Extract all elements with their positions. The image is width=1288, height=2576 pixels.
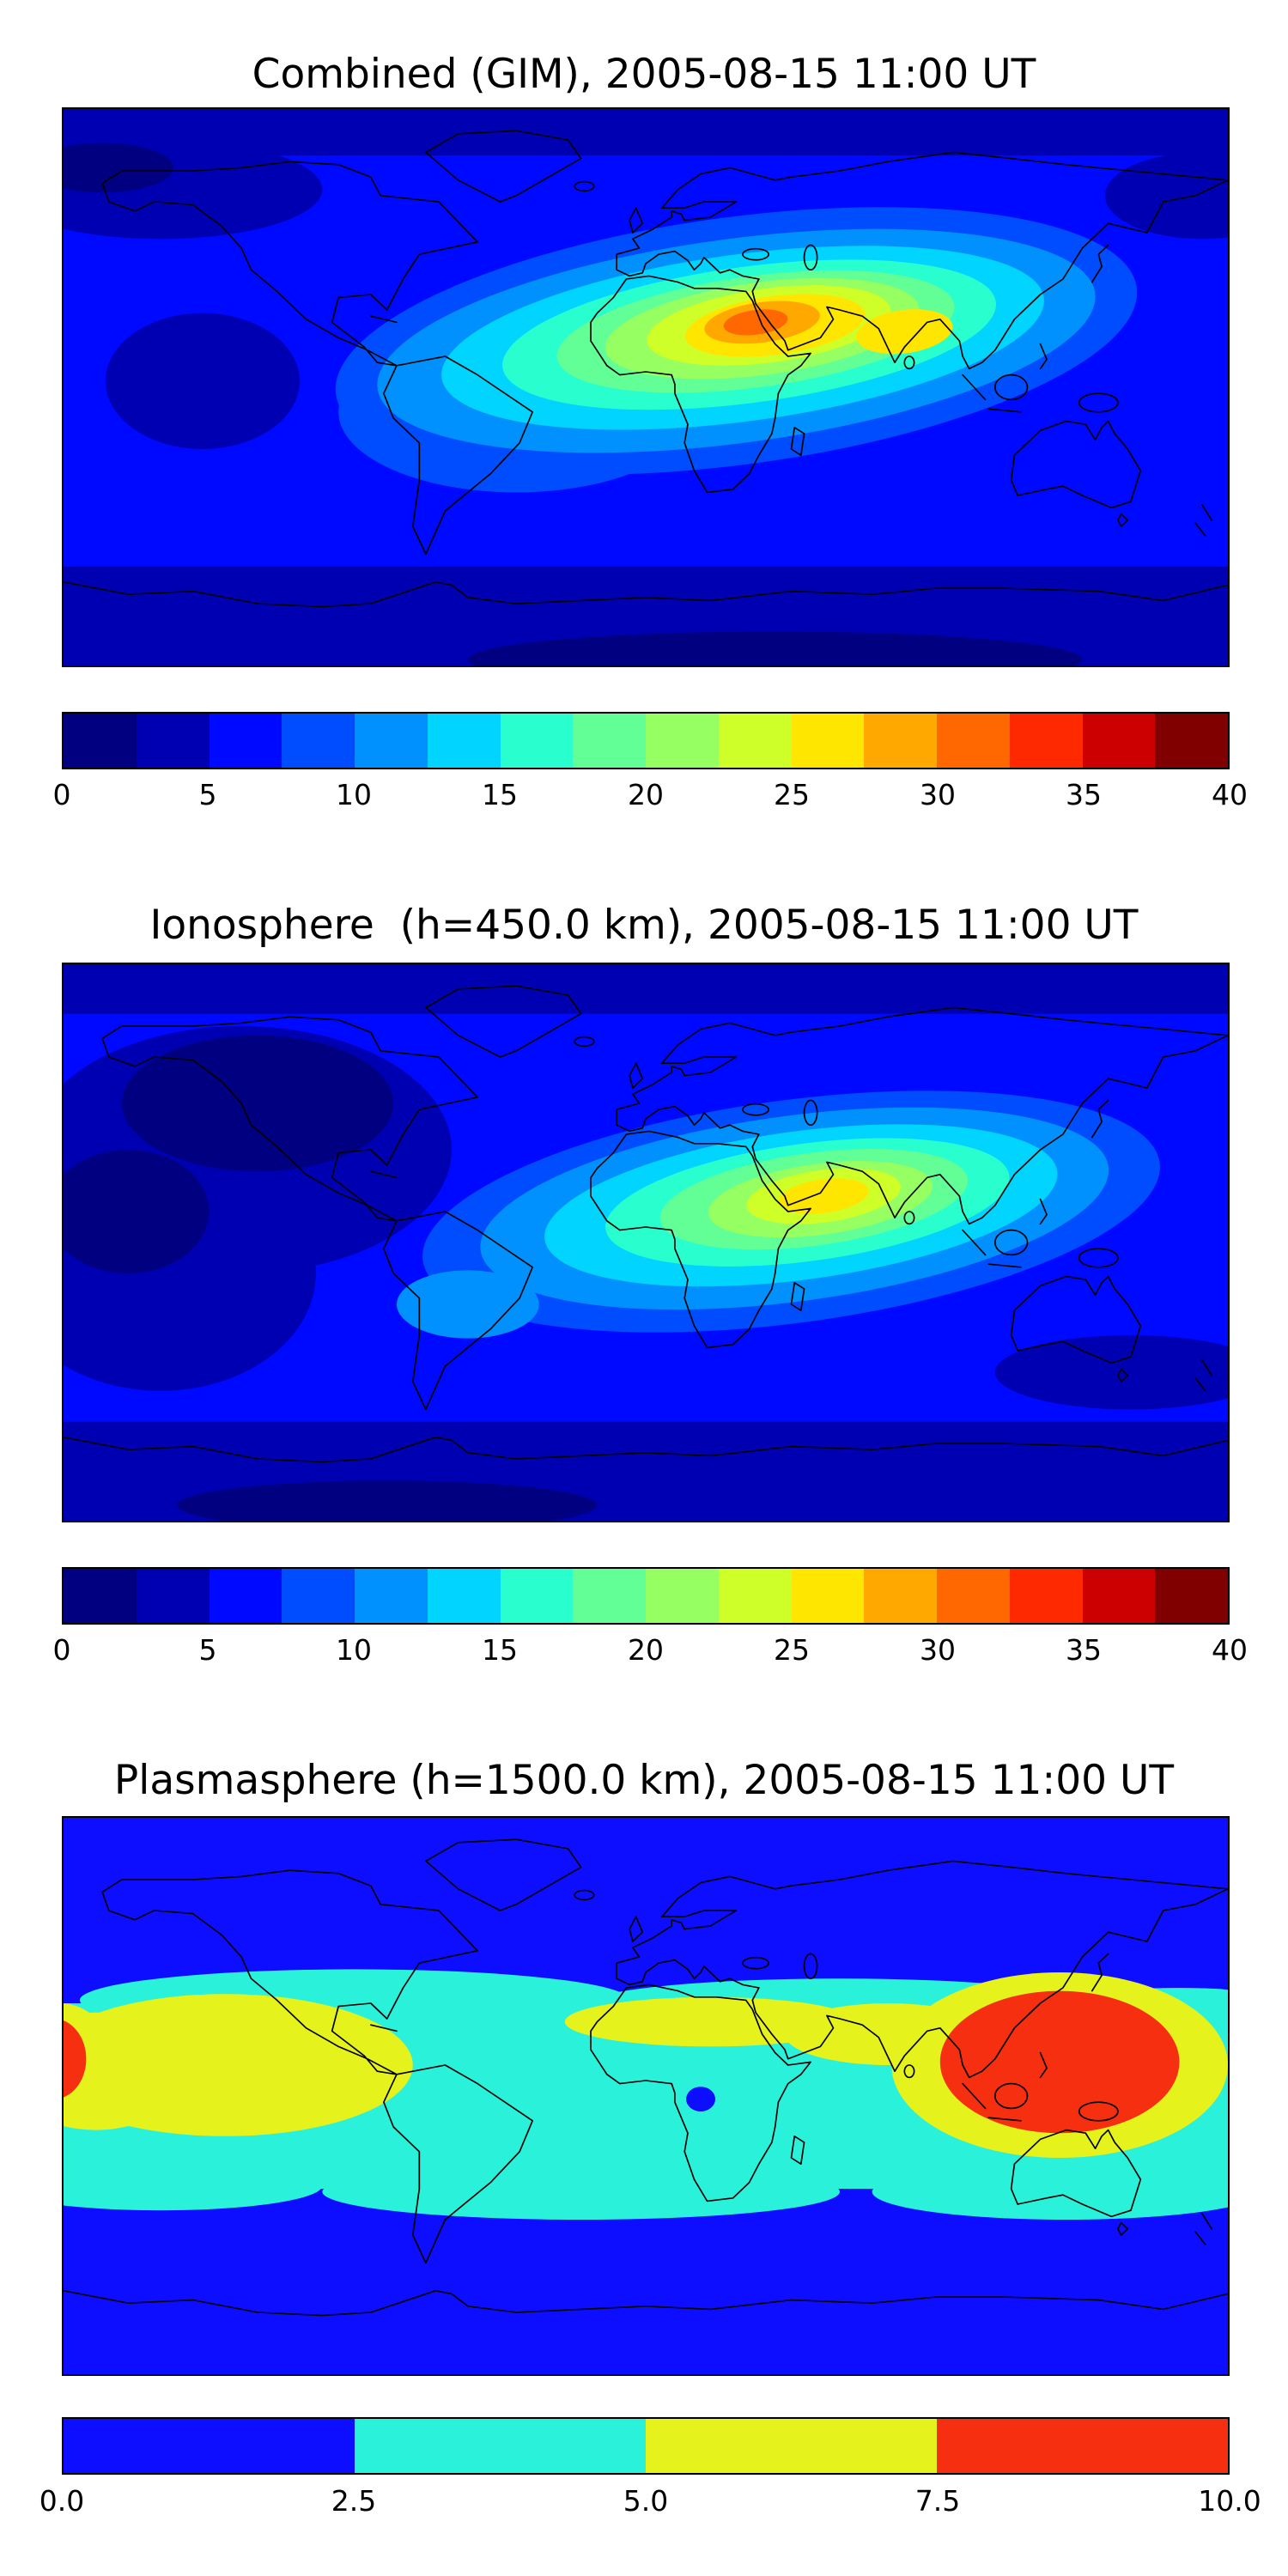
- colorbar-segment: [937, 1569, 1010, 1623]
- colorbar-segment: [1009, 714, 1083, 768]
- contour-layers: [64, 109, 1228, 665]
- contour-layer: [467, 631, 1083, 665]
- contour-layer: [686, 2087, 715, 2111]
- colorbar-tick-label: 20: [628, 1633, 664, 1667]
- colorbar-tick-label: 7.5: [914, 2484, 961, 2518]
- colorbar-tick-label: 10: [336, 778, 372, 811]
- colorbar-tick-label: 15: [482, 778, 518, 811]
- colorbar-segment: [937, 714, 1010, 768]
- colorbar-tick-label: 25: [774, 778, 810, 811]
- world-map-combined: [64, 109, 1228, 665]
- panel-1-colorbar-ticks: 0 5 10 15 20 25 30 35 40: [53, 778, 1249, 814]
- panel-2-title: Ionosphere (h=450.0 km), 2005-08-15 11:0…: [149, 902, 1139, 949]
- colorbar-tick-label: 30: [920, 1633, 956, 1667]
- contour-layer: [396, 1270, 539, 1339]
- contour-layer: [64, 143, 174, 193]
- colorbar-tick-label: 20: [628, 778, 664, 811]
- colorbar-tick-label: 10: [336, 1633, 372, 1667]
- colorbar-segment: [791, 1569, 865, 1623]
- colorbar-segment: [500, 714, 574, 768]
- colorbar-tick-label: 35: [1066, 1633, 1102, 1667]
- colorbar-segment: [500, 1569, 574, 1623]
- colorbar-segment: [282, 714, 355, 768]
- colorbar-segment: [64, 714, 137, 768]
- contour-layer: [322, 2164, 840, 2220]
- colorbar-segment: [427, 714, 501, 768]
- colorbar-segment: [1082, 1569, 1156, 1623]
- contour-layer: [64, 1150, 210, 1273]
- colorbar-tick-label: 5: [198, 778, 217, 811]
- colorbar-segment: [355, 2419, 646, 2473]
- colorbar-segment: [1082, 714, 1156, 768]
- contour-layer: [564, 1996, 856, 2047]
- colorbar-segment: [355, 714, 428, 768]
- colorbar-segment: [646, 1569, 719, 1623]
- colorbar-segment: [355, 1569, 428, 1623]
- contour-layer: [64, 2020, 87, 2098]
- colorbar-tick-label: 0: [52, 778, 71, 811]
- contour-layers: [64, 1818, 1228, 2374]
- colorbar-tick-label: 25: [774, 1633, 810, 1667]
- contour-layers: [64, 964, 1228, 1521]
- colorbar-tick-label: 15: [482, 1633, 518, 1667]
- colorbar-tick-label: 2.5: [331, 2484, 377, 2518]
- colorbar-segment: [573, 1569, 646, 1623]
- colorbar-segment: [209, 714, 283, 768]
- colorbar-tick-label: 5.0: [623, 2484, 669, 2518]
- colorbar-tick-label: 30: [920, 778, 956, 811]
- colorbar-segment: [1155, 1569, 1228, 1623]
- contour-layer: [121, 1035, 394, 1172]
- colorbar-segment: [1009, 1569, 1083, 1623]
- colorbar-tick-label: 35: [1066, 778, 1102, 811]
- colorbar-segment: [718, 1569, 792, 1623]
- colorbar-segment: [646, 714, 719, 768]
- panel-2-colorbar: [62, 1567, 1230, 1625]
- panel-2-map: [62, 963, 1230, 1522]
- colorbar-tick-label: 40: [1212, 778, 1248, 811]
- world-map-ionosphere: [64, 964, 1228, 1521]
- colorbar-segment: [136, 1569, 210, 1623]
- colorbar-segment: [864, 714, 937, 768]
- colorbar-segment: [718, 714, 792, 768]
- colorbar-tick-label: 0: [52, 1633, 71, 1667]
- panel-3-colorbar-ticks: 0.0 2.5 5.0 7.5 10.0: [39, 2484, 1261, 2520]
- colorbar-segment: [64, 1569, 137, 1623]
- colorbar-segment: [864, 1569, 937, 1623]
- colorbar-segment: [937, 2419, 1228, 2473]
- colorbar-segment: [573, 714, 646, 768]
- contour-layer: [64, 2160, 323, 2211]
- world-map-plasmasphere: [64, 1818, 1228, 2374]
- contour-layer: [856, 309, 953, 355]
- colorbar-segment: [209, 1569, 283, 1623]
- panel-3-title: Plasmasphere (h=1500.0 km), 2005-08-15 1…: [113, 1757, 1175, 1804]
- contour-layer: [64, 109, 1228, 155]
- contour-layer: [778, 1178, 869, 1214]
- colorbar-segment: [646, 2419, 937, 2473]
- panel-2-colorbar-ticks: 0 5 10 15 20 25 30 35 40: [53, 1633, 1249, 1669]
- panel-3-map: [62, 1816, 1230, 2376]
- colorbar-tick-label: 0.0: [39, 2484, 85, 2518]
- colorbar-segment: [136, 714, 210, 768]
- colorbar-segment: [791, 714, 865, 768]
- colorbar-segment: [282, 1569, 355, 1623]
- panel-1-map: [62, 107, 1230, 667]
- colorbar-segment: [64, 2419, 355, 2473]
- colorbar-segment: [427, 1569, 501, 1623]
- panel-3-colorbar: [62, 2417, 1230, 2475]
- colorbar-tick-label: 5: [198, 1633, 217, 1667]
- contour-layer: [176, 1480, 598, 1521]
- contour-layer: [1104, 152, 1228, 240]
- panel-1-colorbar: [62, 712, 1230, 769]
- contour-layer: [939, 1990, 1180, 2134]
- colorbar-tick-label: 40: [1212, 1633, 1248, 1667]
- contour-layer: [723, 309, 788, 336]
- contour-layer: [105, 313, 300, 449]
- colorbar-segment: [1155, 714, 1228, 768]
- contour-layer: [994, 1335, 1228, 1410]
- contour-layer: [64, 964, 1228, 1014]
- panel-1-title: Combined (GIM), 2005-08-15 11:00 UT: [252, 51, 1036, 98]
- colorbar-tick-label: 10.0: [1198, 2484, 1261, 2518]
